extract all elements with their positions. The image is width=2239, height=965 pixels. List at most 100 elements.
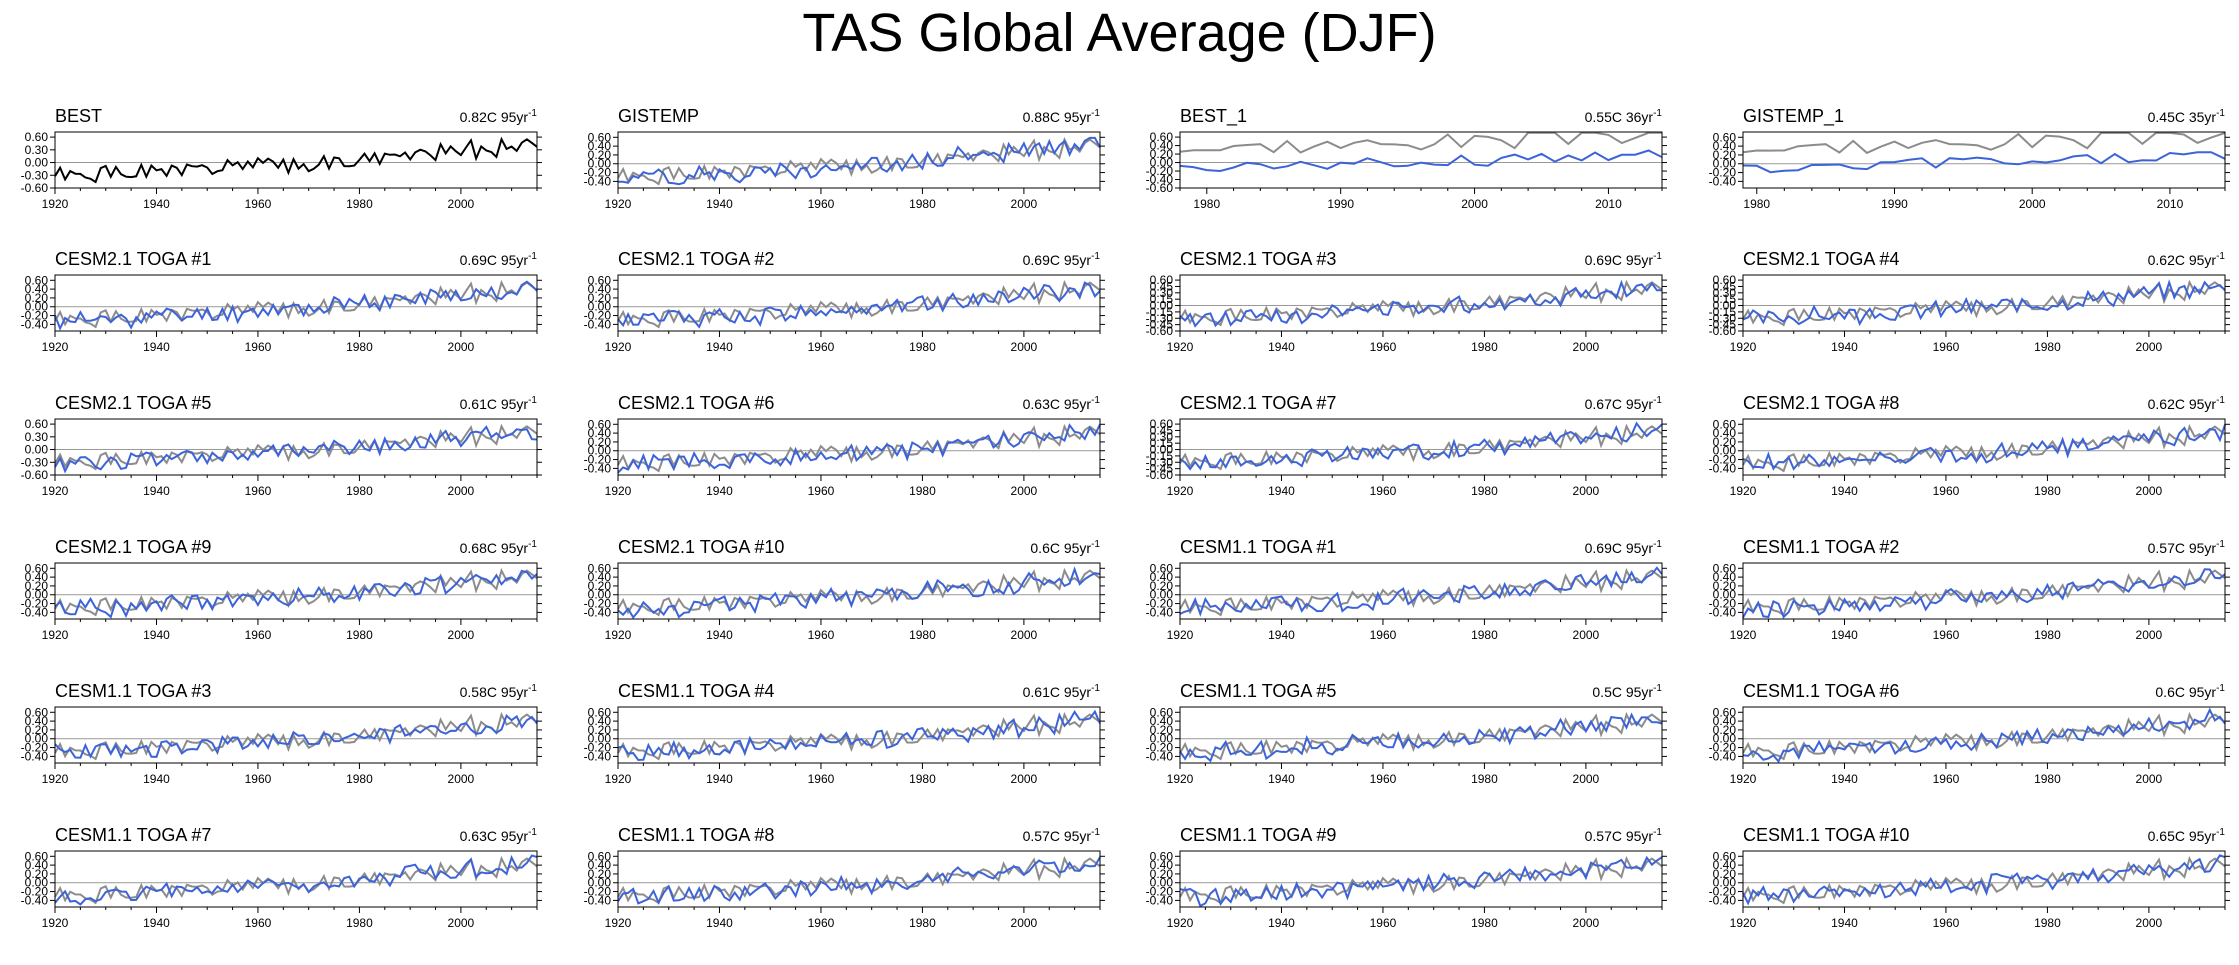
y-tick-label: 0.40 — [588, 714, 612, 728]
y-tick-label: 0.00 — [25, 732, 49, 746]
x-tick-label: 1960 — [808, 340, 835, 354]
series-line-model — [54, 425, 538, 474]
x-tick-label: 1920 — [605, 340, 632, 354]
y-tick-label: -0.20 — [21, 741, 49, 755]
y-tick-label: 0.00 — [1150, 876, 1174, 890]
panel-11: CESM2.1 TOGA #7 0.67C 95yr-1 -0.60-0.45-0.… — [1146, 393, 1667, 498]
x-tick-label: 1920 — [1730, 628, 1757, 642]
x-tick-label: 1940 — [1268, 340, 1295, 354]
y-tick-label: 0.60 — [588, 561, 612, 575]
plot-frame — [1742, 562, 2226, 620]
panel-10: CESM2.1 TOGA #6 0.63C 95yr-1 -0.40-0.200.0… — [584, 393, 1105, 498]
panel-trend: 0.57C 95yr-1 — [2148, 539, 2226, 556]
y-tick-label: 0.60 — [25, 417, 49, 431]
x-tick-label: 1920 — [605, 628, 632, 642]
y-tick-label: -0.20 — [584, 309, 612, 323]
y-tick-label: 0.60 — [1150, 273, 1174, 287]
y-tick-label: 0.40 — [588, 139, 612, 153]
y-tick-label: -0.30 — [1146, 311, 1174, 325]
series-line-single — [54, 136, 538, 184]
y-tick-label: 0.40 — [1713, 858, 1737, 872]
y-tick-label: -0.40 — [1146, 605, 1174, 619]
series-line-observed — [617, 136, 1101, 186]
y-tick-label: -0.40 — [1146, 749, 1174, 763]
y-tick-label: -0.40 — [1146, 893, 1174, 907]
y-tick-label: 0.40 — [25, 858, 49, 872]
x-tick-label: 1920 — [605, 916, 632, 930]
y-tick-label: 0.20 — [1150, 147, 1174, 161]
panel-trend: 0.5C 95yr-1 — [1592, 683, 1662, 700]
x-tick-label: 1940 — [143, 628, 170, 642]
y-tick-label: 0.60 — [25, 561, 49, 575]
y-tick-label: 0.60 — [1713, 705, 1737, 719]
plot-frame — [54, 562, 538, 620]
y-tick-label: 0.30 — [1150, 286, 1174, 300]
panel-title: CESM1.1 TOGA #8 — [618, 825, 774, 845]
x-tick-label: 2000 — [448, 628, 475, 642]
series-line-model — [1179, 712, 1663, 763]
x-tick-label: 1940 — [706, 197, 733, 211]
y-tick-label: 0.60 — [588, 849, 612, 863]
y-tick-label: 0.00 — [588, 300, 612, 314]
x-tick-label: 1960 — [1370, 484, 1397, 498]
x-tick-label: 1980 — [1743, 197, 1770, 211]
y-tick-label: 0.20 — [1150, 579, 1174, 593]
y-tick-label: 0.15 — [1150, 436, 1174, 450]
series-line-model — [1179, 421, 1663, 471]
x-tick-label: 1920 — [605, 197, 632, 211]
panel-trend: 0.63C 95yr-1 — [1023, 395, 1101, 412]
plot-frame — [1742, 706, 2226, 764]
y-tick-label: -0.20 — [1146, 885, 1174, 899]
panel-18: CESM1.1 TOGA #4 0.61C 95yr-1 -0.40-0.200.0… — [584, 681, 1105, 786]
series-line-observed — [1179, 279, 1663, 327]
x-tick-label: 2000 — [1011, 916, 1038, 930]
x-tick-label: 1960 — [1933, 340, 1960, 354]
y-tick-label: -0.40 — [21, 893, 49, 907]
y-tick-label: 0.60 — [1150, 561, 1174, 575]
x-tick-label: 2000 — [1573, 340, 1600, 354]
y-tick-label: 0.40 — [1713, 139, 1737, 153]
panel-trend: 0.65C 95yr-1 — [2148, 827, 2226, 844]
y-tick-label: 0.00 — [588, 444, 612, 458]
y-tick-label: 0.40 — [1150, 858, 1174, 872]
x-tick-label: 1960 — [245, 484, 272, 498]
y-tick-label: 0.40 — [1713, 570, 1737, 584]
x-tick-label: 1980 — [909, 484, 936, 498]
x-tick-label: 1980 — [909, 340, 936, 354]
plot-frame — [1179, 274, 1663, 332]
x-tick-label: 1980 — [1471, 484, 1498, 498]
panel-trend: 0.55C 36yr-1 — [1585, 108, 1663, 125]
trend-exponent: -1 — [1653, 539, 1662, 550]
y-tick-label: 0.40 — [1150, 139, 1174, 153]
panel-title: CESM2.1 TOGA #3 — [1180, 249, 1336, 269]
plot-frame — [617, 706, 1101, 764]
y-tick-label: 0.20 — [25, 867, 49, 881]
panel-23: CESM1.1 TOGA #9 0.57C 95yr-1 -0.40-0.200.0… — [1146, 825, 1667, 930]
x-tick-label: 1940 — [706, 340, 733, 354]
x-tick-label: 1980 — [2034, 628, 2061, 642]
x-tick-label: 1960 — [808, 916, 835, 930]
x-tick-label: 1960 — [1370, 916, 1397, 930]
x-tick-label: 2000 — [2136, 772, 2163, 786]
panel-trend: 0.57C 95yr-1 — [1023, 827, 1101, 844]
plot-frame — [54, 706, 538, 764]
panel-trend: 0.6C 95yr-1 — [1030, 539, 1100, 556]
panel-trend: 0.68C 95yr-1 — [460, 539, 538, 556]
y-tick-label: 0.60 — [25, 705, 49, 719]
y-tick-label: 0.60 — [25, 130, 49, 144]
panel-title: GISTEMP — [618, 106, 699, 126]
series-line-model — [1742, 707, 2226, 764]
y-tick-label: -0.20 — [584, 166, 612, 180]
x-tick-label: 1980 — [909, 916, 936, 930]
panel-8: CESM2.1 TOGA #4 0.62C 95yr-1 -0.60-0.45-0.… — [1709, 249, 2230, 354]
x-tick-label: 1940 — [706, 916, 733, 930]
x-tick-label: 1920 — [42, 628, 69, 642]
x-tick-label: 2010 — [2157, 197, 2184, 211]
x-tick-label: 1960 — [1933, 628, 1960, 642]
series-line-model — [54, 854, 538, 906]
y-tick-label: 0.60 — [1150, 417, 1174, 431]
y-tick-label: 0.30 — [1713, 286, 1737, 300]
x-tick-label: 1960 — [1370, 340, 1397, 354]
panel-24: CESM1.1 TOGA #10 0.65C 95yr-1-0.40-0.200.… — [1709, 825, 2230, 930]
